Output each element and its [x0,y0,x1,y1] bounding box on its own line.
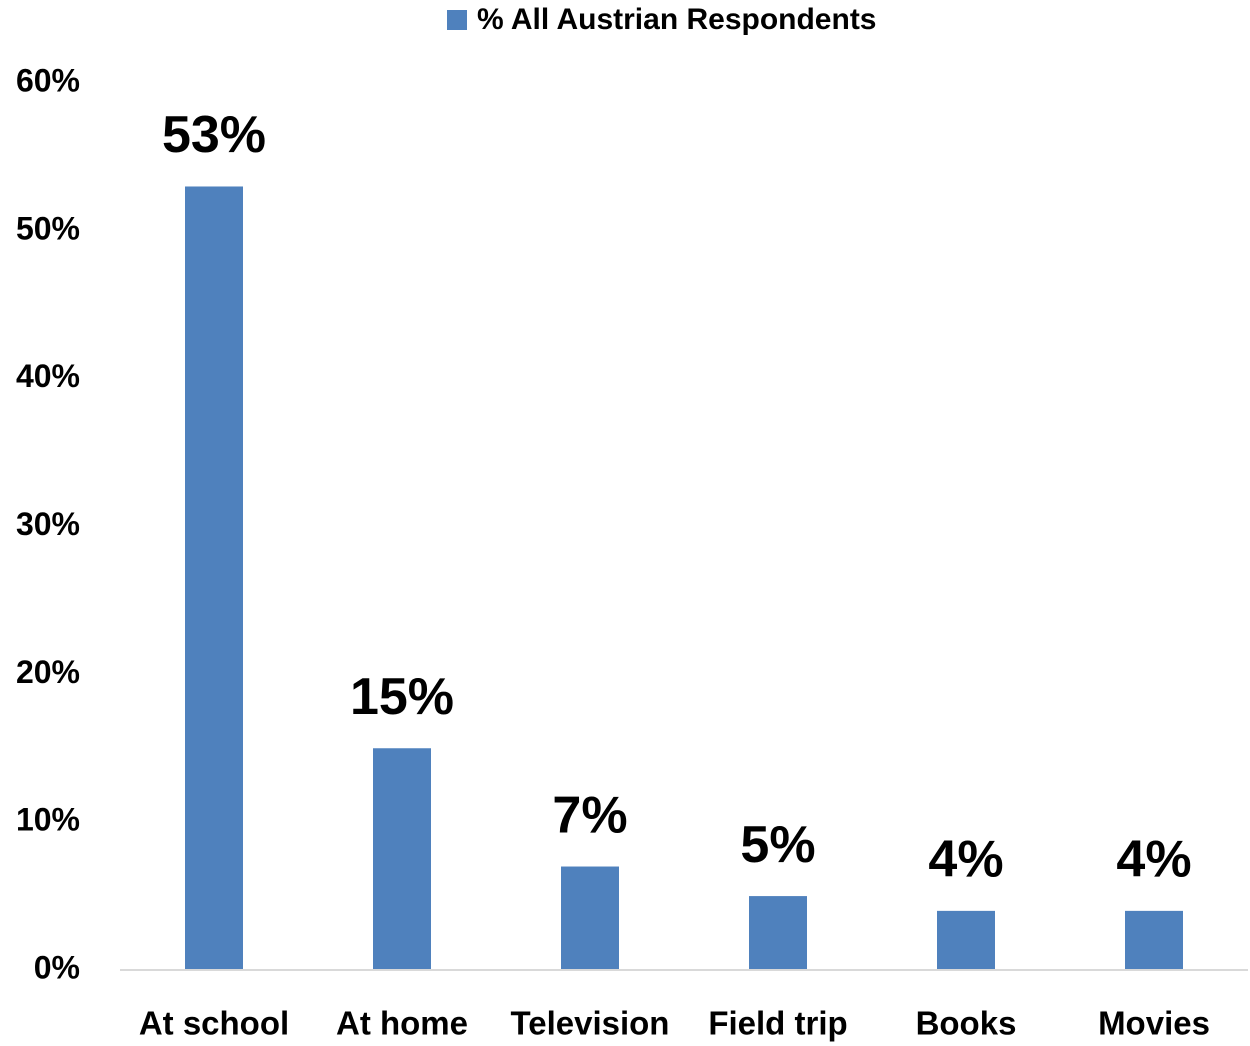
y-tick-label: 30% [16,506,80,542]
value-label: 53% [162,106,266,164]
x-tick-label: Field trip [708,1005,847,1042]
bar [373,748,431,970]
x-tick-label: Television [511,1005,670,1042]
x-tick-label: At school [139,1005,289,1042]
value-label: 7% [552,786,627,844]
bar [185,186,243,970]
value-label: 15% [350,668,454,726]
bar [937,910,995,970]
value-label: 4% [928,831,1003,889]
value-label: 4% [1116,831,1191,889]
y-tick-label: 40% [16,358,80,394]
value-label: 5% [740,816,815,874]
y-tick-label: 20% [16,654,80,690]
y-tick-label: 0% [34,949,80,985]
bar [1125,910,1183,970]
bar [749,896,807,970]
legend-label: % All Austrian Respondents [477,3,877,36]
legend-swatch [447,10,467,30]
x-tick-label: Movies [1098,1005,1210,1042]
x-tick-label: At home [336,1005,468,1042]
x-tick-label: Books [916,1005,1017,1042]
y-tick-label: 50% [16,210,80,246]
y-tick-label: 10% [16,802,80,838]
y-tick-label: 60% [16,62,80,98]
bar [561,866,619,970]
